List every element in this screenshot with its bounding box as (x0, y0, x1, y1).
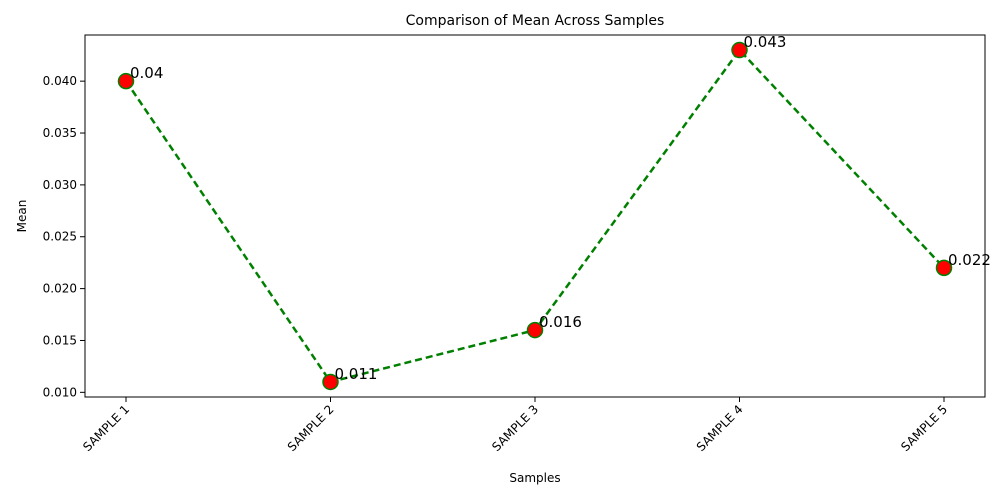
chart-title: Comparison of Mean Across Samples (406, 13, 665, 29)
data-point (731, 41, 748, 59)
data-label: 0.04 (130, 64, 163, 82)
x-tick-label: SAMPLE 4 (694, 402, 746, 454)
x-axis-label: Samples (509, 471, 560, 485)
y-tick-label: 0.015 (43, 333, 77, 347)
x-tick-label: SAMPLE 1 (80, 402, 132, 454)
x-tick-label: SAMPLE 2 (285, 402, 337, 454)
y-tick-label: 0.035 (43, 126, 77, 140)
data-point (935, 259, 953, 277)
data-point (322, 373, 339, 391)
plot-area (84, 34, 986, 398)
y-axis-label: Mean (15, 200, 29, 233)
y-tick-label: 0.020 (43, 282, 77, 296)
data-label: 0.011 (335, 365, 378, 383)
series-layer: 0.04 0.011 0.016 0.043 0.022 (117, 33, 991, 391)
data-point (526, 321, 544, 339)
data-label: 0.022 (948, 251, 991, 269)
data-label: 0.016 (539, 313, 582, 331)
data-point (117, 72, 135, 90)
data-label: 0.043 (744, 33, 787, 51)
x-tick-label: SAMPLE 5 (898, 402, 950, 454)
y-tick-label: 0.025 (43, 230, 77, 244)
y-tick-label: 0.040 (43, 74, 77, 88)
x-tick-label: SAMPLE 3 (489, 402, 541, 454)
y-tick-label: 0.030 (43, 178, 77, 192)
x-axis-ticks: SAMPLE 1 SAMPLE 2 SAMPLE 3 SAMPLE 4 SAMPLE 5 (80, 397, 950, 454)
y-tick-label: 0.010 (43, 385, 77, 399)
y-axis-ticks: 0.010 0.015 0.020 0.025 0.030 0.035 0.040 (43, 74, 85, 399)
